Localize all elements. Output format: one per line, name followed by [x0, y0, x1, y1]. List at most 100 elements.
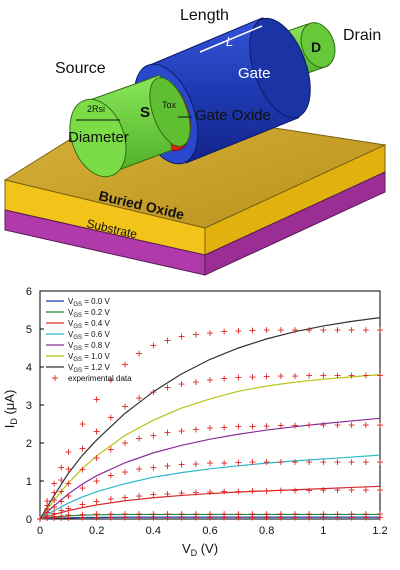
series-line: [39, 374, 381, 520]
substrate-side: [204, 171, 386, 276]
series-line: [39, 513, 380, 520]
rsi-label: 2Rsi: [87, 104, 105, 114]
experimental-point: +: [249, 510, 256, 524]
drain-label: Drain: [343, 27, 381, 44]
experimental-point: +: [79, 510, 86, 524]
experimental-point: +: [221, 325, 228, 339]
experimental-point: +: [263, 510, 270, 524]
x-tick-label: 0.6: [202, 525, 217, 537]
legend-entry: VGS = 0.6 V: [68, 330, 110, 341]
experimental-point: +: [192, 422, 199, 436]
experimental-point: +: [150, 428, 157, 442]
series-line: [39, 516, 380, 520]
experimental-point: +: [291, 323, 298, 337]
experimental-point: +: [221, 510, 228, 524]
experimental-point: +: [291, 484, 298, 498]
experimental-point: +: [348, 507, 355, 521]
experimental-point: +: [65, 462, 72, 476]
experimental-point: +: [136, 462, 143, 476]
experimental-point: +: [249, 419, 256, 433]
experimental-point: +: [107, 507, 114, 521]
experimental-point: +: [121, 358, 128, 372]
experimental-point: +: [36, 512, 43, 526]
experimental-point: +: [79, 463, 86, 477]
legend-entry: VGS = 0.4 V: [68, 319, 110, 330]
experimental-point: +: [306, 507, 313, 521]
tox-label: Tox: [162, 100, 177, 110]
nanowire-transistor-diagram: Buried Oxide Substrate D Gate L S 2Rsi T…: [3, 7, 387, 276]
experimental-point: +: [178, 330, 185, 344]
gate-oxide-label: Gate Oxide: [195, 107, 271, 124]
experimental-point: +: [221, 507, 228, 521]
experimental-point: +: [51, 493, 58, 507]
experimental-point: +: [192, 457, 199, 471]
experimental-point: +: [362, 323, 369, 337]
experimental-point: +: [93, 451, 100, 465]
experimental-point: +: [320, 418, 327, 432]
experimental-point: +: [36, 512, 43, 526]
source-region: S 2Rsi: [69, 74, 191, 178]
experimental-point: +: [164, 426, 171, 440]
experimental-point: +: [150, 385, 157, 399]
experimental-point: +: [362, 510, 369, 524]
source-s-label: S: [140, 104, 150, 121]
x-tick-label: 0.8: [259, 525, 274, 537]
gate-label: Gate: [238, 65, 271, 82]
experimental-point: +: [277, 507, 284, 521]
experimental-point: +: [164, 459, 171, 473]
experimental-point: +: [306, 418, 313, 432]
experimental-point: +: [291, 419, 298, 433]
experimental-point: +: [93, 495, 100, 509]
experimental-point: +: [36, 512, 43, 526]
experimental-point: +: [334, 507, 341, 521]
experimental-point: +: [263, 370, 270, 384]
experimental-point: +: [263, 323, 270, 337]
experimental-point: +: [263, 484, 270, 498]
plot-area: [39, 290, 381, 520]
experimental-point: +: [362, 483, 369, 497]
experimental-point: +: [121, 510, 128, 524]
series-line: [39, 417, 381, 520]
experimental-point: +: [107, 469, 114, 483]
experimental-point: +: [164, 333, 171, 347]
experimental-point: +: [36, 512, 43, 526]
y-tick-label: 5: [26, 324, 32, 336]
y-tick-label: 1: [26, 476, 32, 488]
diameter-label: Diameter: [68, 129, 129, 146]
experimental-point: +: [320, 507, 327, 521]
experimental-point: +: [348, 510, 355, 524]
experimental-point: +: [192, 485, 199, 499]
experimental-point: +: [277, 510, 284, 524]
experimental-point: +: [58, 504, 65, 518]
experimental-point: +: [249, 370, 256, 384]
y-tick-label: 0: [26, 514, 32, 526]
experimental-point: +: [235, 507, 242, 521]
experimental-point: +: [44, 506, 51, 520]
experimental-point: +: [93, 510, 100, 524]
experimental-point: +: [107, 442, 114, 456]
legend-entry: VGS = 0.8 V: [68, 341, 110, 352]
experimental-point: +: [263, 419, 270, 433]
x-tick-label: 0: [37, 525, 43, 537]
x-tick-label: 1: [320, 525, 326, 537]
experimental-point: +: [178, 486, 185, 500]
experimental-point: +: [121, 400, 128, 414]
experimental-point: +: [150, 507, 157, 521]
experimental-point: +: [263, 455, 270, 469]
experimental-point: +: [58, 511, 65, 525]
series-line: [39, 317, 381, 520]
experimental-point: +: [51, 511, 58, 525]
experimental-point: +: [178, 377, 185, 391]
length-l-label: L: [226, 34, 233, 49]
experimental-point: +: [51, 485, 58, 499]
experimental-point: +: [334, 483, 341, 497]
experimental-point: +: [58, 495, 65, 509]
length-label: Length: [180, 7, 229, 24]
experimental-point: +: [206, 507, 213, 521]
experimental-point: +: [206, 510, 213, 524]
y-axis-label: ID (μA): [2, 390, 19, 429]
experimental-point: +: [79, 442, 86, 456]
x-axis-label: VD (V): [182, 541, 218, 558]
